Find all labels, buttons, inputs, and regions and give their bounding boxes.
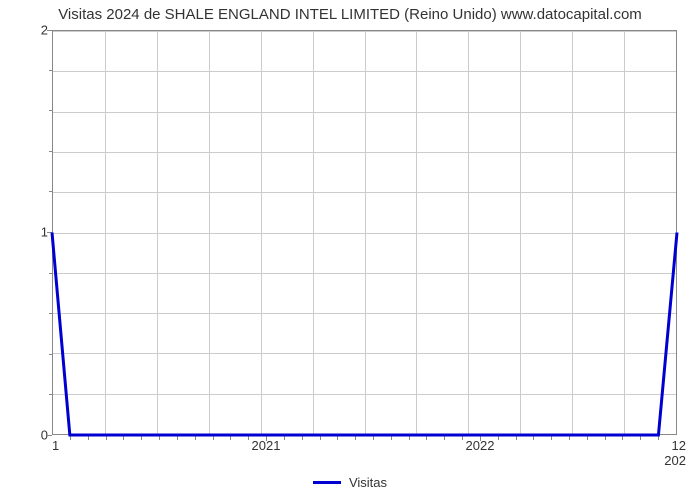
line-chart: Visitas 2024 de SHALE ENGLAND INTEL LIMI… (0, 0, 700, 500)
legend-label: Visitas (349, 475, 387, 490)
y-tick-label: 1 (28, 225, 48, 240)
x-corner-right-label: 12 202 (664, 438, 686, 468)
series-line (52, 30, 677, 435)
x-corner-right-line1: 12 (672, 438, 686, 453)
legend-swatch (313, 481, 341, 484)
y-tick-label: 0 (28, 428, 48, 443)
chart-title: Visitas 2024 de SHALE ENGLAND INTEL LIMI… (0, 6, 700, 23)
y-tick (47, 435, 52, 436)
y-tick-label: 2 (28, 23, 48, 38)
x-corner-left-label: 1 (52, 438, 59, 453)
x-corner-right-line2: 202 (664, 453, 686, 468)
legend: Visitas (0, 475, 700, 490)
